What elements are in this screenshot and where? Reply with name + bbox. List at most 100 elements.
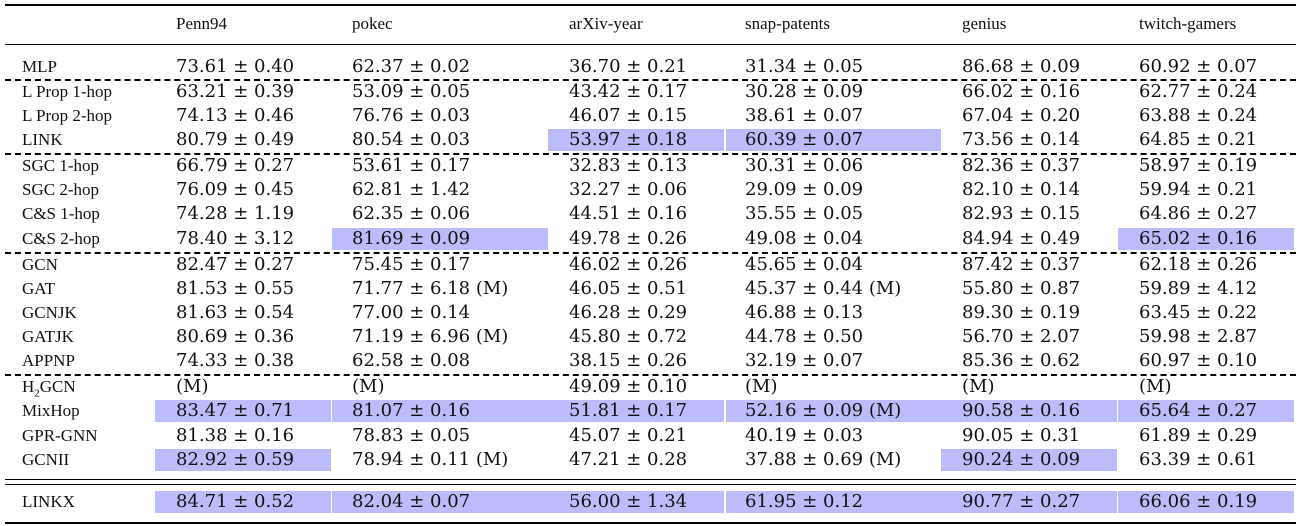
score-cell: 80.69 ± 0.36 [176,326,295,347]
score-cell: 61.89 ± 0.29 [1139,425,1258,446]
score-cell: (M) [1139,376,1172,397]
table-row: LINKX 84.71 ± 0.52 82.04 ± 0.07 56.00 ± 1.3… [0,491,1300,515]
score-cell: 46.07 ± 0.15 [569,105,688,126]
score-cell: 63.39 ± 0.61 [1139,449,1258,470]
score-cell: 46.28 ± 0.29 [569,302,688,323]
score-cell: 81.53 ± 0.55 [176,278,295,299]
column-header: snap-patents [745,14,830,33]
top-rule [5,4,1296,6]
table-row: GCNII 82.92 ± 0.59 78.94 ± 0.11 (M) 47.21 ±… [0,449,1300,473]
double-rule-lower [5,484,1296,485]
score-cell: 60.92 ± 0.07 [1139,56,1258,77]
score-cell: 38.61 ± 0.07 [745,105,864,126]
score-cell: 73.56 ± 0.14 [962,129,1081,150]
table-row: MLP 73.61 ± 0.40 62.37 ± 0.02 36.70 ± 0.21 3… [0,56,1300,80]
group-separator [5,374,1296,376]
score-cell: (M) [962,376,995,397]
highlighted-score-cell: 56.00 ± 1.34 [548,491,724,513]
score-cell: 66.02 ± 0.16 [962,81,1081,102]
highlighted-score-cell: 51.81 ± 0.17 [548,400,724,422]
method-name: GCNII [22,450,70,469]
score-cell: 74.13 ± 0.46 [176,105,295,126]
score-cell: 67.04 ± 0.20 [962,105,1081,126]
score-cell: 78.40 ± 3.12 [176,228,295,249]
score-cell: 81.63 ± 0.54 [176,302,295,323]
header-rule [5,44,1296,45]
highlighted-score-cell: 83.47 ± 0.71 [155,400,331,422]
score-cell: 45.80 ± 0.72 [569,326,688,347]
column-header: genius [962,14,1007,33]
score-cell: 62.18 ± 0.26 [1139,254,1258,275]
method-name: LINK [22,130,63,149]
score-cell: (M) [745,376,778,397]
column-header: pokec [352,14,393,33]
table-row: GCNJK 81.63 ± 0.54 77.00 ± 0.14 46.28 ± 0.2… [0,302,1300,326]
score-cell: 59.89 ± 4.12 [1139,278,1258,299]
score-cell: 82.47 ± 0.27 [176,254,295,275]
double-rule-upper [5,479,1296,480]
table-row: SGC 1-hop 66.79 ± 0.27 53.61 ± 0.17 32.83 ±… [0,155,1300,179]
score-cell: 46.88 ± 0.13 [745,302,864,323]
method-name: H2GCN [22,376,76,399]
score-cell: 37.88 ± 0.69 (M) [745,449,902,470]
highlighted-score-cell: 60.39 ± 0.07 [726,129,941,151]
score-cell: 44.78 ± 0.50 [745,326,864,347]
score-cell: 77.00 ± 0.14 [352,302,471,323]
highlighted-score-cell: 84.71 ± 0.52 [155,491,331,513]
highlighted-score-cell: 81.69 ± 0.09 [332,228,548,250]
method-name: C&S 1-hop [22,204,100,223]
score-cell: 58.97 ± 0.19 [1139,155,1258,176]
score-cell: 59.94 ± 0.21 [1139,179,1258,200]
score-cell: 66.79 ± 0.27 [176,155,295,176]
score-cell: 85.36 ± 0.62 [962,350,1081,371]
table-row: H2GCN (M) (M) 49.09 ± 0.10 (M) (M) (M) [0,376,1300,400]
score-cell: 63.88 ± 0.24 [1139,105,1258,126]
score-cell: 62.58 ± 0.08 [352,350,471,371]
score-cell: 89.30 ± 0.19 [962,302,1081,323]
score-cell: 80.79 ± 0.49 [176,129,295,150]
score-cell: 64.85 ± 0.21 [1139,129,1258,150]
highlighted-score-cell: 82.92 ± 0.59 [155,449,331,471]
method-name-rest: GCN [39,377,76,396]
method-name: MixHop [22,401,80,420]
method-name: L Prop 2-hop [22,106,113,125]
score-cell: (M) [352,376,385,397]
column-header: arXiv-year [569,14,643,33]
score-cell: 82.93 ± 0.15 [962,203,1081,224]
method-name: LINKX [22,492,75,511]
table-row: L Prop 2-hop 74.13 ± 0.46 76.76 ± 0.03 46.0… [0,105,1300,129]
score-cell: 32.27 ± 0.06 [569,179,688,200]
table-row: L Prop 1-hop 63.21 ± 0.39 53.09 ± 0.05 43.4… [0,81,1300,105]
table-row: SGC 2-hop 76.09 ± 0.45 62.81 ± 1.42 32.27 ±… [0,179,1300,203]
method-name: SGC 1-hop [22,156,99,175]
score-cell: 29.09 ± 0.09 [745,179,864,200]
method-name: GPR-GNN [22,426,98,445]
method-name: GCN [22,255,58,274]
score-cell: 30.28 ± 0.09 [745,81,864,102]
method-name-main: H [22,377,35,396]
group-separator [5,79,1296,81]
method-name: APPNP [22,351,75,370]
group-separator [5,153,1296,155]
score-cell: 63.21 ± 0.39 [176,81,295,102]
method-name: GATJK [22,327,74,346]
score-cell: 74.28 ± 1.19 [176,203,295,224]
score-cell: 90.05 ± 0.31 [962,425,1081,446]
column-header: Penn94 [176,14,227,33]
score-cell: 62.37 ± 0.02 [352,56,471,77]
score-cell: 30.31 ± 0.06 [745,155,864,176]
score-cell: 49.78 ± 0.26 [569,228,688,249]
method-name: SGC 2-hop [22,180,99,199]
score-cell: 40.19 ± 0.03 [745,425,864,446]
score-cell: 43.42 ± 0.17 [569,81,688,102]
column-header: twitch-gamers [1139,14,1237,33]
table-row: LINK 80.79 ± 0.49 80.54 ± 0.03 53.97 ± 0.18… [0,129,1300,153]
score-cell: 55.80 ± 0.87 [962,278,1081,299]
score-cell: 81.38 ± 0.16 [176,425,295,446]
score-cell: 53.61 ± 0.17 [352,155,471,176]
method-name: C&S 2-hop [22,229,100,248]
highlighted-score-cell: 61.95 ± 0.12 [726,491,941,513]
score-cell: 60.97 ± 0.10 [1139,350,1258,371]
score-cell: 75.45 ± 0.17 [352,254,471,275]
table-row: GPR-GNN 81.38 ± 0.16 78.83 ± 0.05 45.07 ± 0… [0,425,1300,449]
